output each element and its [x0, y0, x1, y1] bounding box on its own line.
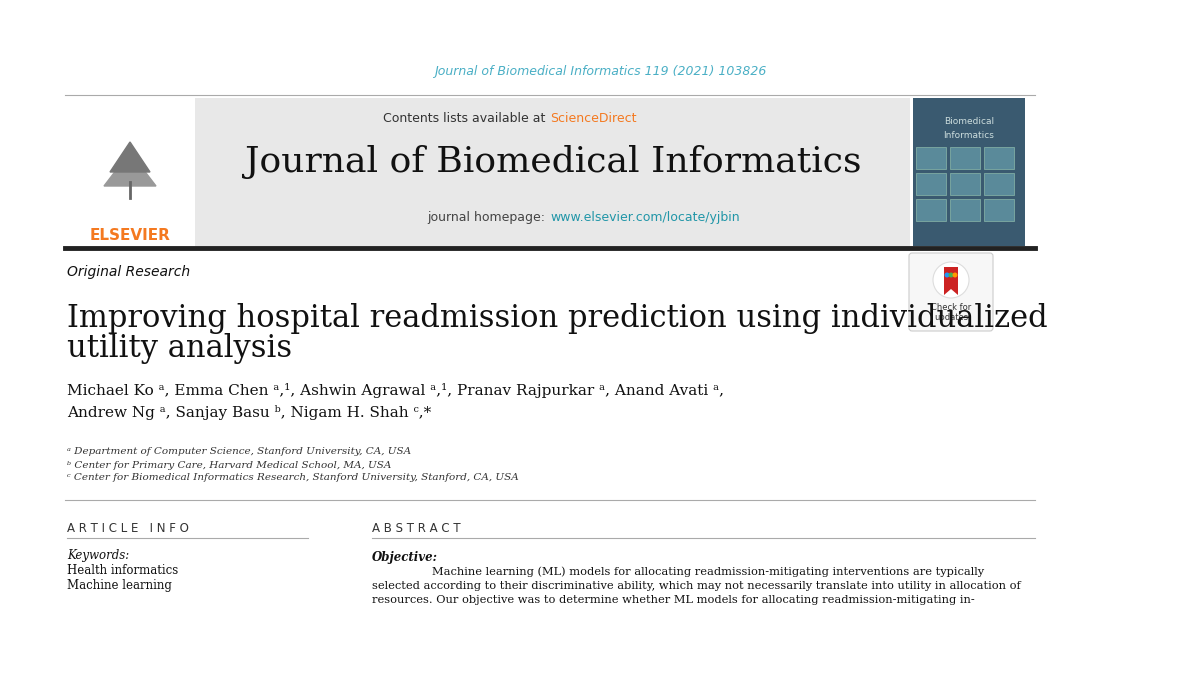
Text: utility analysis: utility analysis — [67, 333, 292, 364]
Text: Journal of Biomedical Informatics: Journal of Biomedical Informatics — [245, 145, 862, 179]
Polygon shape — [104, 152, 156, 186]
FancyBboxPatch shape — [984, 173, 1014, 195]
Text: ᵃ Department of Computer Science, Stanford University, CA, USA: ᵃ Department of Computer Science, Stanfo… — [67, 448, 412, 456]
FancyBboxPatch shape — [65, 98, 194, 246]
Text: selected according to their discriminative ability, which may not necessarily tr: selected according to their discriminati… — [372, 581, 1021, 591]
Text: Objective:: Objective: — [372, 551, 438, 564]
Text: Original Research: Original Research — [67, 265, 190, 279]
Text: Improving hospital readmission prediction using individualized: Improving hospital readmission predictio… — [67, 302, 1048, 333]
FancyBboxPatch shape — [950, 173, 980, 195]
FancyBboxPatch shape — [910, 253, 994, 331]
Circle shape — [948, 273, 954, 277]
Text: www.elsevier.com/locate/yjbin: www.elsevier.com/locate/yjbin — [550, 211, 739, 225]
Text: ScienceDirect: ScienceDirect — [550, 111, 636, 124]
Text: Journal of Biomedical Informatics 119 (2021) 103826: Journal of Biomedical Informatics 119 (2… — [434, 65, 766, 78]
Text: Machine learning (ML) models for allocating readmission-mitigating interventions: Machine learning (ML) models for allocat… — [432, 567, 984, 577]
Text: Machine learning: Machine learning — [67, 578, 172, 591]
Text: A R T I C L E   I N F O: A R T I C L E I N F O — [67, 522, 188, 535]
FancyBboxPatch shape — [916, 199, 946, 221]
Text: Contents lists available at: Contents lists available at — [383, 111, 550, 124]
Text: ELSEVIER: ELSEVIER — [90, 229, 170, 244]
Text: A B S T R A C T: A B S T R A C T — [372, 522, 461, 535]
Text: Andrew Ng ᵃ, Sanjay Basu ᵇ, Nigam H. Shah ᶜ,*: Andrew Ng ᵃ, Sanjay Basu ᵇ, Nigam H. Sha… — [67, 406, 431, 421]
Text: Health informatics: Health informatics — [67, 564, 179, 576]
Text: ᵇ Center for Primary Care, Harvard Medical School, MA, USA: ᵇ Center for Primary Care, Harvard Medic… — [67, 460, 391, 470]
Circle shape — [944, 273, 949, 277]
FancyBboxPatch shape — [950, 199, 980, 221]
Text: updates: updates — [934, 313, 968, 321]
FancyBboxPatch shape — [950, 147, 980, 169]
FancyBboxPatch shape — [913, 98, 1025, 246]
Polygon shape — [110, 142, 150, 172]
Polygon shape — [944, 267, 958, 295]
Circle shape — [934, 262, 970, 298]
Text: Keywords:: Keywords: — [67, 549, 130, 562]
Text: resources. Our objective was to determine whether ML models for allocating readm: resources. Our objective was to determin… — [372, 595, 974, 605]
FancyBboxPatch shape — [984, 147, 1014, 169]
Text: Informatics: Informatics — [943, 130, 995, 140]
Text: Check for: Check for — [931, 302, 971, 311]
Text: ᶜ Center for Biomedical Informatics Research, Stanford University, Stanford, CA,: ᶜ Center for Biomedical Informatics Rese… — [67, 473, 518, 483]
FancyBboxPatch shape — [916, 173, 946, 195]
Text: journal homepage:: journal homepage: — [427, 211, 550, 225]
Text: Michael Ko ᵃ, Emma Chen ᵃ,¹, Ashwin Agrawal ᵃ,¹, Pranav Rajpurkar ᵃ, Anand Avati: Michael Ko ᵃ, Emma Chen ᵃ,¹, Ashwin Agra… — [67, 383, 724, 398]
FancyBboxPatch shape — [984, 199, 1014, 221]
FancyBboxPatch shape — [916, 147, 946, 169]
Circle shape — [953, 273, 958, 277]
FancyBboxPatch shape — [194, 98, 910, 246]
Text: Biomedical: Biomedical — [944, 117, 994, 126]
